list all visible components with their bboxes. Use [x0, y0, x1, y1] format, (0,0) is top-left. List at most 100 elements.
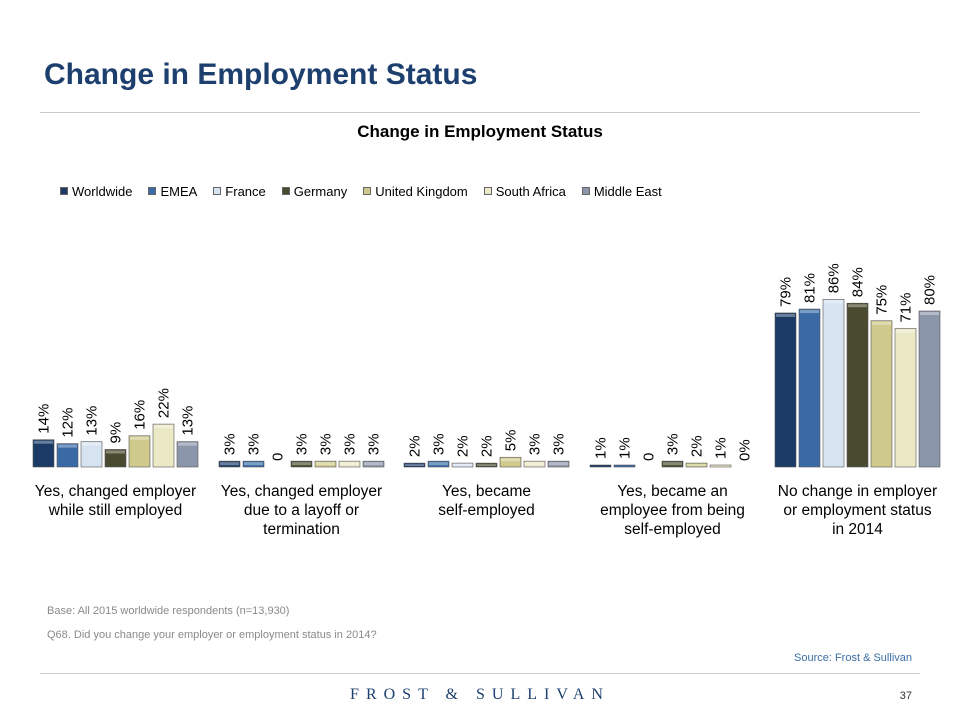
- bar-south-africa-0: [152, 423, 175, 468]
- bar-highlight: [340, 462, 359, 466]
- bar-worldwide-1: [218, 460, 241, 468]
- bar-south-africa-1: [338, 460, 361, 468]
- bar-highlight: [501, 458, 520, 462]
- data-label: 14%: [36, 404, 53, 434]
- legend-item-emea: EMEA: [148, 184, 197, 199]
- bar-south-africa-4: [894, 328, 917, 468]
- category-label: Yes, became self-employed: [438, 483, 535, 519]
- data-label: 0: [270, 453, 287, 461]
- bar-united-kingdom-1: [314, 460, 337, 468]
- bar-highlight: [848, 304, 867, 308]
- bar-highlight: [154, 425, 173, 429]
- bar-highlight: [896, 329, 915, 333]
- footer-divider: [40, 673, 920, 674]
- data-label: 5%: [503, 430, 520, 452]
- bar-highlight: [663, 462, 682, 466]
- bar-united-kingdom-0: [128, 435, 151, 468]
- bar-highlight: [920, 312, 939, 315]
- bar-highlight: [405, 464, 424, 466]
- legend-label: Germany: [293, 183, 348, 199]
- legend-swatch: [483, 187, 492, 195]
- data-label: 75%: [874, 285, 891, 315]
- data-label: 2%: [407, 435, 424, 457]
- bar-highlight: [525, 462, 544, 466]
- data-label: 3%: [551, 433, 568, 455]
- bar-highlight: [776, 313, 795, 317]
- bar-middle-east-2: [547, 460, 570, 468]
- bar-highlight: [549, 462, 568, 466]
- data-label: 1%: [593, 437, 610, 459]
- bar-south-africa-3: [709, 464, 732, 468]
- bar-highlight: [824, 300, 843, 304]
- data-label: 3%: [665, 433, 682, 455]
- bar-highlight: [82, 442, 101, 446]
- bar-emea-0: [56, 443, 79, 468]
- bar-highlight: [316, 462, 335, 466]
- data-label: 3%: [246, 433, 263, 455]
- brand-logo: FROST & SULLIVAN: [350, 686, 610, 703]
- chart-title: Change in Employment Status: [357, 122, 603, 141]
- data-label: 16%: [132, 400, 149, 430]
- data-label: 22%: [156, 388, 173, 418]
- category-label: No change in employer or employment statu…: [778, 483, 937, 538]
- bar-germany-2: [475, 462, 498, 468]
- bar-emea-2: [427, 460, 450, 468]
- bar-highlight: [800, 310, 819, 314]
- category-label: Yes, changed employer due to a layoff or t…: [221, 483, 382, 538]
- bar-south-africa-2: [523, 460, 546, 468]
- bar-germany-4: [846, 302, 869, 468]
- bar-united-kingdom-4: [870, 320, 893, 468]
- bar-worldwide-2: [403, 462, 426, 468]
- bar-germany-1: [290, 460, 313, 468]
- data-label: 84%: [850, 267, 867, 297]
- bar-middle-east-1: [362, 460, 385, 468]
- bar-highlight: [429, 462, 448, 466]
- source-note: Source: Frost & Sullivan: [794, 652, 912, 664]
- bar-highlight: [364, 462, 383, 466]
- legend-swatch: [60, 187, 68, 195]
- bar-middle-east-4: [918, 310, 941, 468]
- question-note: Q68. Did you change your employer or emp…: [47, 629, 377, 641]
- legend-item-united-kingdom: United Kingdom: [363, 184, 468, 199]
- bar-united-kingdom-2: [499, 456, 522, 468]
- legend-label: South Africa: [495, 183, 566, 199]
- legend-label: Middle East: [593, 183, 662, 199]
- data-label: 13%: [84, 406, 101, 436]
- bar-highlight: [292, 462, 311, 466]
- bar-highlight: [220, 462, 239, 466]
- bar-highlight: [477, 464, 496, 466]
- data-label: 13%: [180, 406, 197, 436]
- bar-highlight: [453, 464, 472, 466]
- bar-emea-3: [613, 464, 636, 468]
- data-label: 3%: [294, 433, 311, 455]
- legend-swatch: [148, 187, 157, 195]
- legend-swatch: [581, 187, 590, 195]
- data-label: 0: [641, 453, 658, 461]
- bar-france-2: [451, 462, 474, 468]
- bar-highlight: [244, 462, 263, 466]
- data-label: 1%: [713, 437, 730, 459]
- legend-item-middle-east: Middle East: [581, 183, 662, 199]
- legend-item-france: France: [213, 184, 266, 199]
- category-label: Yes, changed employer while still employe…: [35, 483, 196, 519]
- bar-highlight: [130, 436, 149, 440]
- data-label: 2%: [479, 435, 496, 457]
- data-label: 3%: [318, 433, 335, 455]
- data-label: 2%: [455, 435, 472, 457]
- bar-highlight: [58, 444, 77, 448]
- bar-highlight: [106, 450, 125, 454]
- legend-label: EMEA: [160, 183, 198, 199]
- chart-plot: 14% 12% 13% 9% 16% 22% 13% Yes, changed employe…: [32, 263, 941, 538]
- bar-worldwide-4: [774, 312, 797, 468]
- data-label: 86%: [826, 263, 843, 293]
- bar-highlight: [687, 464, 706, 466]
- data-label: 81%: [802, 273, 819, 303]
- data-label: 1%: [617, 437, 634, 459]
- data-label: 0%: [737, 439, 754, 461]
- bar-worldwide-3: [589, 464, 612, 468]
- page-title: Change in Employment Status: [44, 58, 478, 91]
- bar-united-kingdom-3: [685, 462, 708, 468]
- bar-france-0: [80, 441, 103, 468]
- data-label: 3%: [222, 433, 239, 455]
- legend-item-south-africa: South Africa: [483, 183, 566, 199]
